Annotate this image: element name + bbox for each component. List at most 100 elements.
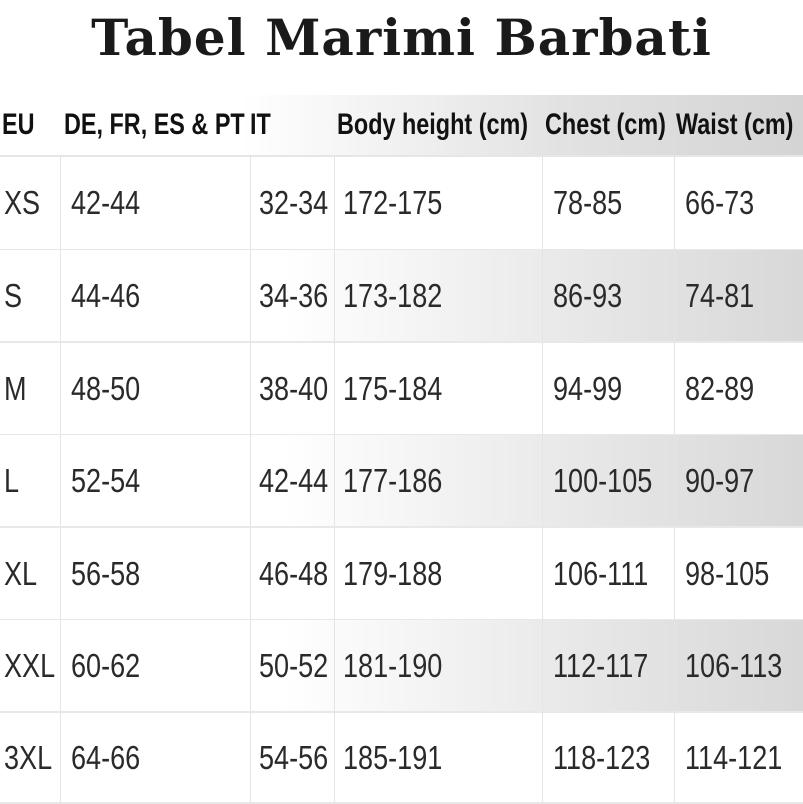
cell-value: 38-40 [259,369,329,407]
cell-value: 114-121 [685,738,783,776]
table-cell: 177-186 [334,435,542,527]
cell-value: 118-123 [553,738,651,776]
cell-value: 98-105 [685,555,770,592]
table-row: 3XL 64-66 54-56 185-191 118-123 114-121 [0,712,803,803]
cell-value: 52-54 [71,462,141,499]
column-header: DE, FR, ES & PT [64,95,296,155]
table-row: XXL 60-62 50-52 181-190 112-117 106-113 [0,620,803,712]
cell-value: M [4,369,27,407]
cell-value: 3XL [4,738,53,776]
table-row: XS 42-44 32-34 172-175 78-85 66-73 [0,155,803,250]
table-cell: 46-48 [250,528,334,620]
cell-value: 106-111 [553,555,649,592]
table-cell: 175-184 [334,342,542,435]
cell-value: 106-113 [685,647,783,684]
table-cell: XXL [0,620,60,712]
cell-value: 94-99 [553,369,623,407]
cell-value: XXL [4,647,56,684]
column-header: Chest (cm) [545,95,700,155]
table-cell: XS [0,155,60,250]
cell-value: 50-52 [259,647,329,684]
cell-value: 32-34 [259,183,329,221]
cell-value: L [4,462,20,499]
table-header: EU DE, FR, ES & PT IT Body height (cm) Chest… [0,95,803,157]
table-row: M 48-50 38-40 175-184 94-99 82-89 [0,342,803,435]
table-cell: 112-117 [542,620,674,712]
table-cell: 179-188 [334,528,542,620]
row-divider [0,711,803,713]
cell-value: 175-184 [343,369,443,407]
table-cell: 48-50 [60,342,250,435]
cell-value: XL [4,555,38,592]
cell-value: 173-182 [343,277,443,314]
cell-value: 82-89 [685,369,755,407]
row-divider [0,526,803,528]
table-cell: 90-97 [674,435,803,527]
table-cell: 32-34 [250,155,334,250]
table-cell: 34-36 [250,250,334,342]
table-cell: 66-73 [674,155,803,250]
table-cell: 52-54 [60,435,250,527]
table-cell: 86-93 [542,250,674,342]
cell-value: 74-81 [685,277,755,314]
cell-value: 54-56 [259,738,329,776]
cell-value: 78-85 [553,183,623,221]
cell-value: 90-97 [685,462,755,499]
table-cell: 181-190 [334,620,542,712]
column-header-label: IT [250,108,271,141]
column-header-label: Body height (cm) [337,108,529,141]
table-cell: 118-123 [542,712,674,803]
column-header: EU [2,95,44,155]
table-cell: L [0,435,60,527]
cell-value: S [4,277,23,314]
cell-value: 48-50 [71,369,141,407]
table-cell: 82-89 [674,342,803,435]
table-cell: 38-40 [250,342,334,435]
table-cell: 64-66 [60,712,250,803]
row-divider [0,341,803,343]
table-cell: S [0,250,60,342]
column-header-label: DE, FR, ES & PT [64,108,245,141]
table-cell: 60-62 [60,620,250,712]
table-cell: 50-52 [250,620,334,712]
cell-value: 181-190 [343,647,443,684]
table-cell: 185-191 [334,712,542,803]
table-cell: 44-46 [60,250,250,342]
page-title: Tabel Marimi Barbati [91,8,712,67]
cell-value: 86-93 [553,277,623,314]
table-cell: 42-44 [60,155,250,250]
cell-value: 100-105 [553,462,653,499]
table-cell: 74-81 [674,250,803,342]
cell-value: 46-48 [259,555,329,592]
cell-value: 172-175 [343,183,443,221]
cell-value: 177-186 [343,462,443,499]
cell-value: 64-66 [71,738,141,776]
table-cell: 106-111 [542,528,674,620]
table-row: XL 56-58 46-48 179-188 106-111 98-105 [0,528,803,620]
table-cell: 3XL [0,712,60,803]
table-cell: 98-105 [674,528,803,620]
column-header: Waist (cm) [676,95,803,155]
column-header: Body height (cm) [337,95,582,155]
column-header-label: EU [2,108,35,141]
column-header: IT [250,95,277,155]
cell-value: 66-73 [685,183,755,221]
table-row: L 52-54 42-44 177-186 100-105 90-97 [0,435,803,527]
cell-value: 42-44 [71,183,141,221]
table-cell: 78-85 [542,155,674,250]
table-cell: 54-56 [250,712,334,803]
table-cell: 172-175 [334,155,542,250]
cell-value: 34-36 [259,277,329,314]
table-cell: 42-44 [250,435,334,527]
table-cell: M [0,342,60,435]
cell-value: XS [4,183,41,221]
cell-value: 60-62 [71,647,141,684]
table-cell: XL [0,528,60,620]
table-cell: 56-58 [60,528,250,620]
column-header-label: Waist (cm) [676,108,794,141]
table-row: S 44-46 34-36 173-182 86-93 74-81 [0,250,803,342]
table-cell: 114-121 [674,712,803,803]
cell-value: 42-44 [259,462,329,499]
table-cell: 106-113 [674,620,803,712]
cell-value: 179-188 [343,555,443,592]
